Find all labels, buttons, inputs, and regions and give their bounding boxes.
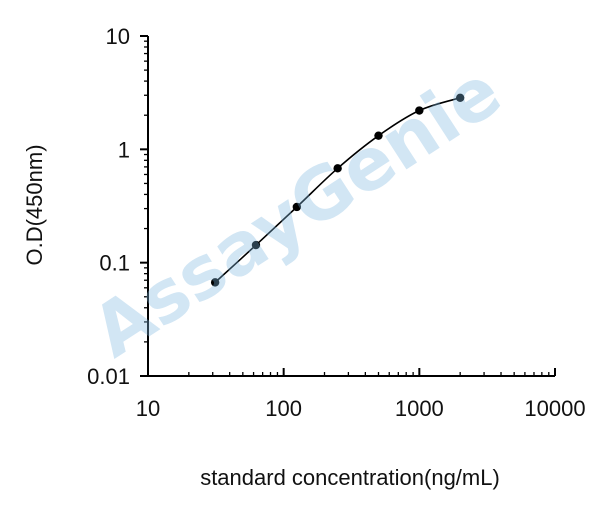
data-point: [251, 240, 261, 250]
y-tick-labels: 0.01 0.1 1 10: [87, 24, 130, 389]
y-tick-label: 10: [106, 24, 130, 49]
x-tick-label: 10000: [524, 396, 585, 421]
y-tick-label: 0.01: [87, 364, 130, 389]
y-tick-label: 1: [118, 137, 130, 162]
x-tick-label: 1000: [395, 396, 444, 421]
ticks: [140, 35, 556, 377]
data-point: [210, 278, 220, 287]
x-axis-title: standard concentration(ng/mL): [200, 465, 500, 490]
data-point: [374, 131, 383, 140]
data-point: [333, 164, 342, 173]
x-tick-label: 10: [136, 396, 160, 421]
x-tick-labels: 10 100 1000 10000: [136, 396, 586, 421]
data-point: [415, 106, 424, 115]
y-axis-title: O.D(450nm): [22, 144, 47, 265]
y-tick-label: 0.1: [99, 251, 130, 276]
data-points: [210, 93, 465, 287]
watermark-logo: AssayGenie: [77, 49, 515, 374]
axes: [147, 36, 555, 377]
data-point: [455, 93, 465, 102]
x-tick-label: 100: [265, 396, 302, 421]
data-point: [292, 202, 302, 212]
